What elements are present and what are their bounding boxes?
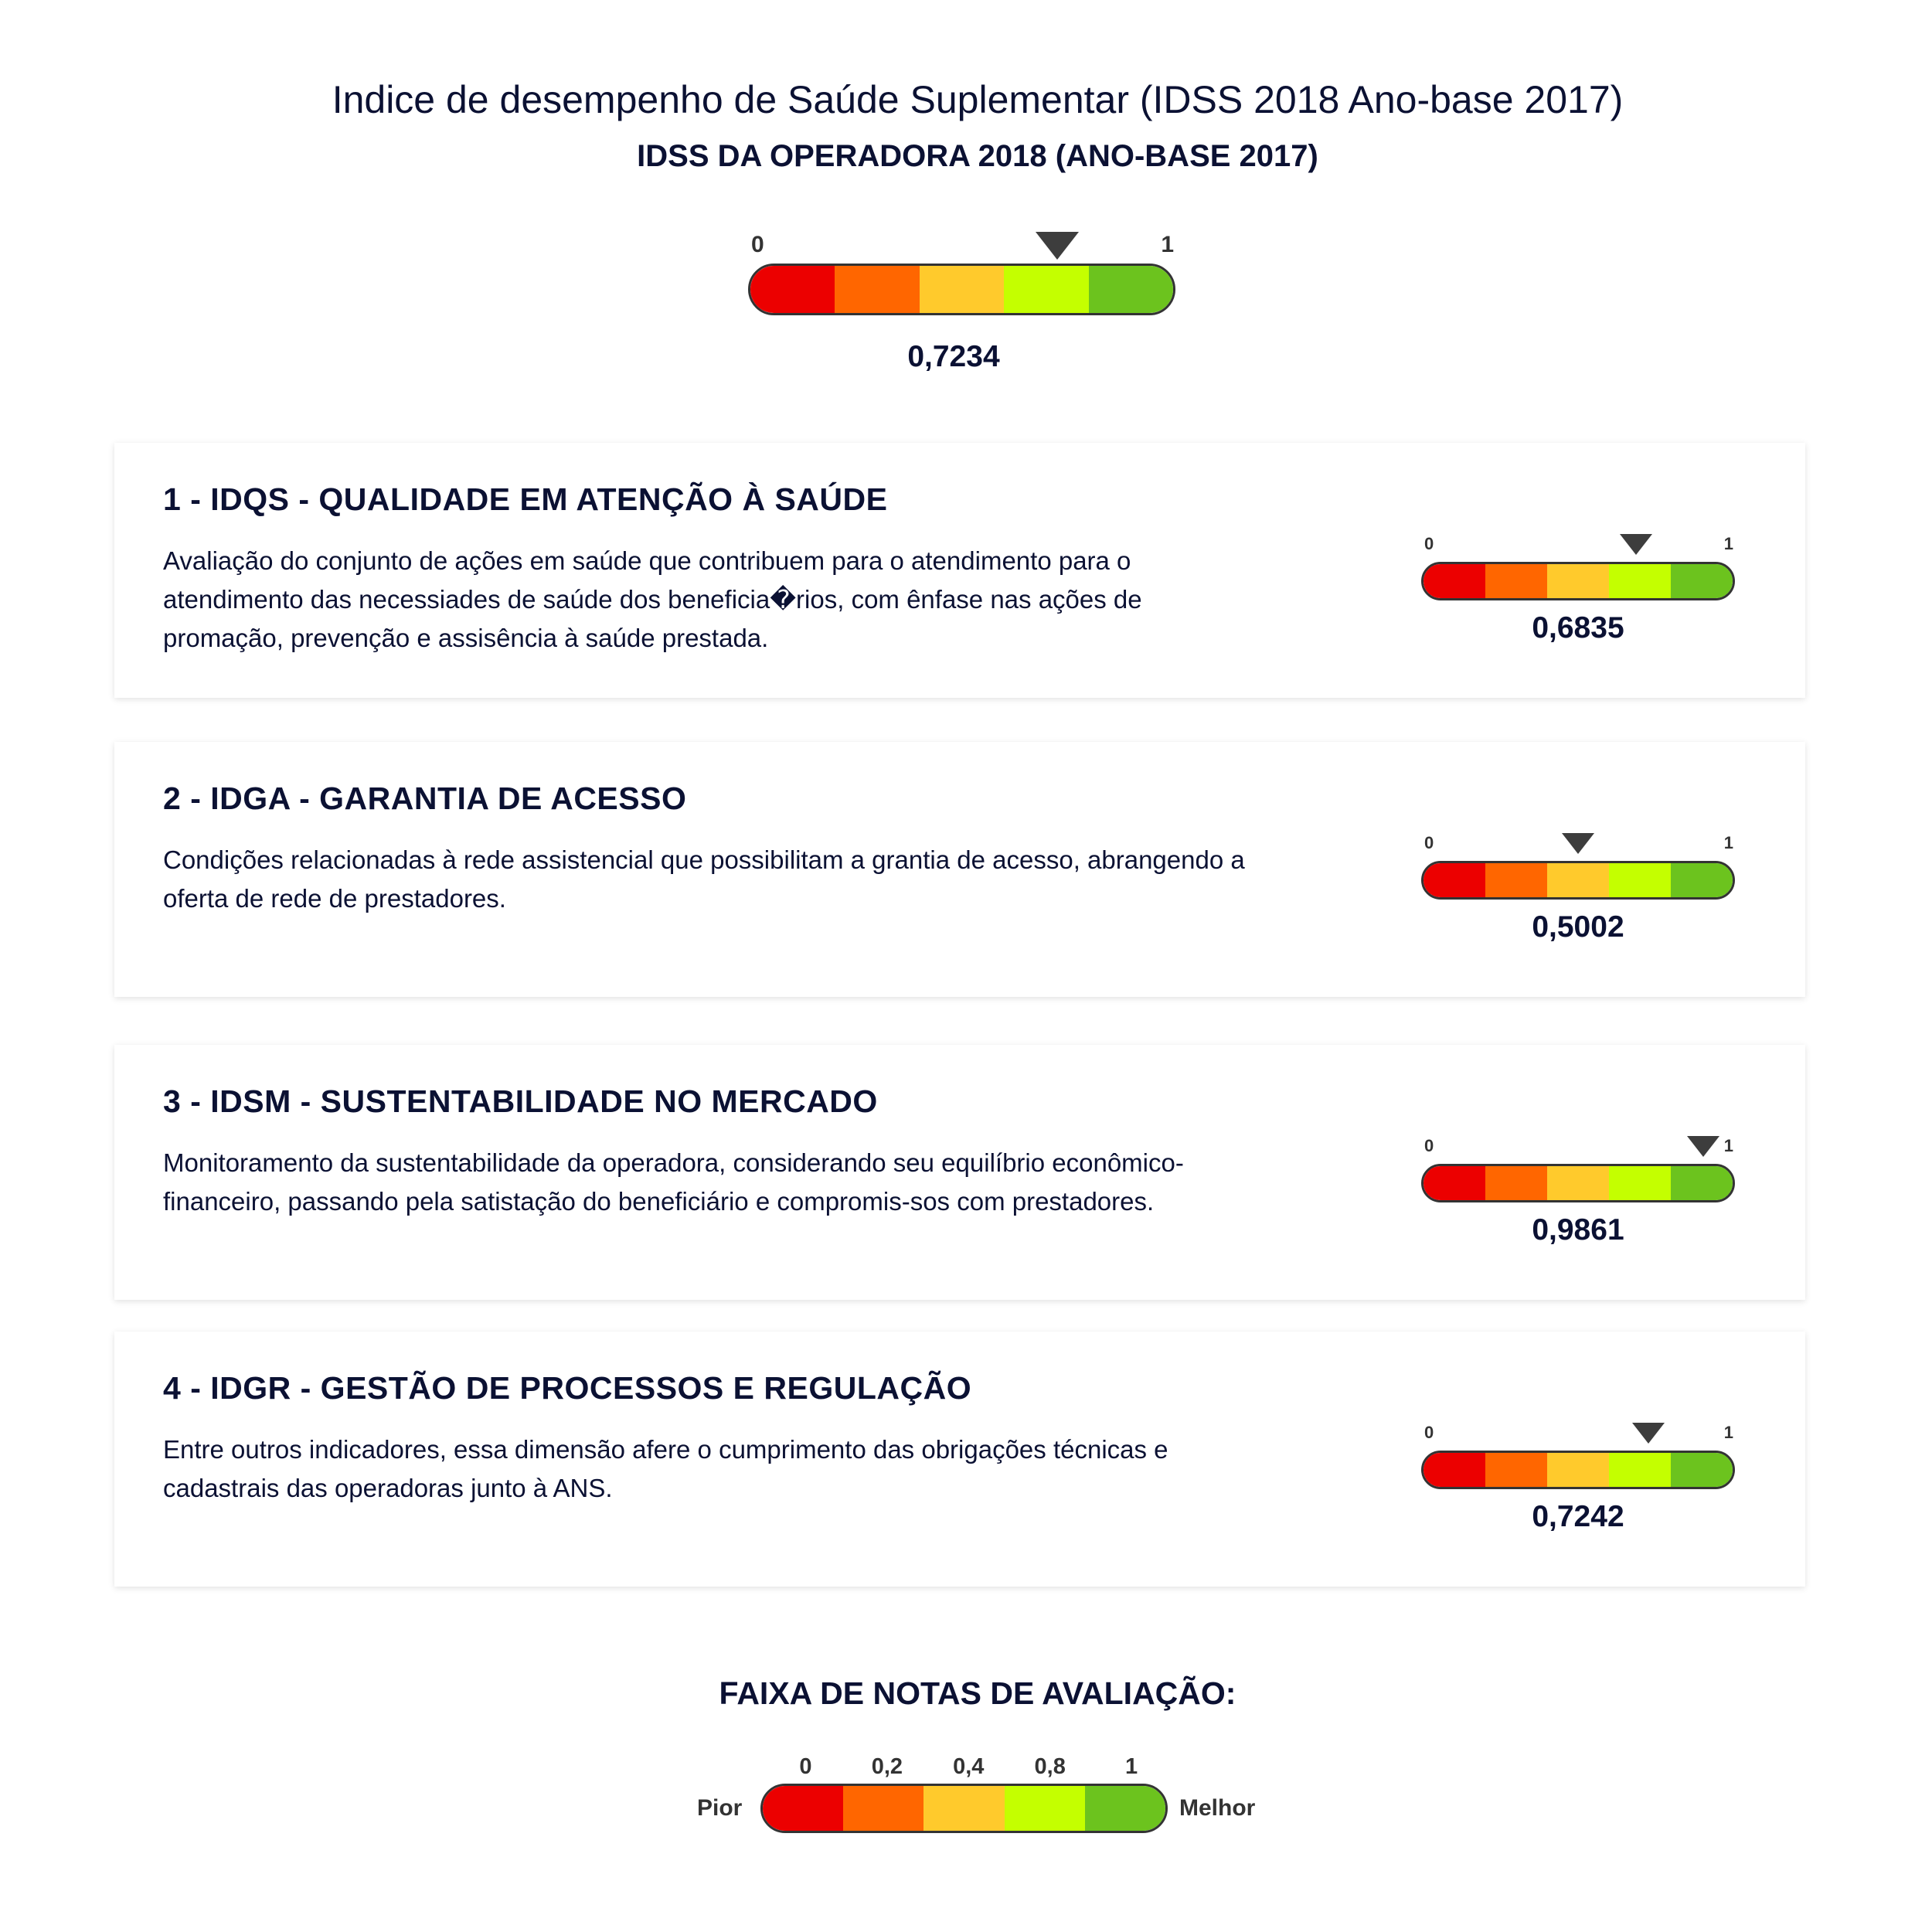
scale-segment — [1004, 1786, 1085, 1831]
scale-min-label: 0 — [751, 232, 764, 257]
dimension-title: 1 - IDQS - QUALIDADE EM ATENÇÃO À SAÚDE — [163, 481, 888, 517]
scale-max-label: 1 — [1723, 833, 1733, 852]
legend-scale: 0 0,2 0,4 0,8 1 — [760, 1754, 1168, 1833]
scale-segment — [1088, 266, 1173, 313]
dimension-card: 3 - IDSM - SUSTENTABILIDADE NO MERCADO M… — [114, 1045, 1805, 1300]
legend-tick-label: 0,4 — [953, 1754, 985, 1779]
scale-segment — [1485, 564, 1547, 598]
overall-value: 0,7234 — [907, 340, 1000, 373]
legend-best-label: Melhor — [1179, 1795, 1256, 1821]
color-scale-bar — [1421, 562, 1735, 600]
scale-segment — [1423, 1166, 1485, 1200]
scale-min-label: 0 — [1424, 1423, 1434, 1442]
color-scale-bar — [748, 264, 1175, 315]
scale-segment — [923, 1786, 1005, 1831]
score-marker-icon — [1562, 833, 1595, 854]
color-scale-bar — [760, 1784, 1168, 1833]
dimension-description: Entre outros indicadores, essa dimensão … — [163, 1435, 1168, 1502]
scale-segment — [1547, 1453, 1609, 1487]
scale-segment — [763, 1786, 844, 1831]
dimension-title: 4 - IDGR - GESTÃO DE PROCESSOS E REGULAÇ… — [163, 1370, 972, 1406]
dimension-card: 1 - IDQS - QUALIDADE EM ATENÇÃO À SAÚDE … — [114, 443, 1805, 698]
color-scale-bar — [1421, 1451, 1735, 1489]
scale-segment — [1609, 863, 1671, 897]
dimension-description: Condições relacionadas à rede assistenci… — [163, 845, 1245, 913]
score-marker-icon — [1619, 534, 1652, 555]
dimension-card: 2 - IDGA - GARANTIA DE ACESSO Condições … — [114, 742, 1805, 997]
legend-tick-label: 0,8 — [1034, 1754, 1066, 1779]
legend-tick-label: 1 — [1125, 1754, 1138, 1779]
scale-segment — [919, 266, 1005, 313]
scale-max-label: 1 — [1723, 1423, 1733, 1442]
dimension-card: 4 - IDGR - GESTÃO DE PROCESSOS E REGULAÇ… — [114, 1332, 1805, 1587]
scale-segment — [1423, 863, 1485, 897]
scale-segment — [1084, 1786, 1165, 1831]
scale-min-label: 0 — [1424, 534, 1434, 553]
dimension-value: 0,6835 — [1532, 611, 1624, 645]
scale-segment — [1547, 863, 1609, 897]
scale-max-label: 1 — [1161, 232, 1174, 257]
dimension-title: 2 - IDGA - GARANTIA DE ACESSO — [163, 781, 687, 816]
score-marker-icon — [1632, 1423, 1665, 1444]
score-marker-icon — [1687, 1136, 1719, 1157]
scale-segment — [1485, 863, 1547, 897]
legend-worst-label: Pior — [697, 1795, 743, 1821]
scale-segment — [1671, 1166, 1733, 1200]
scale-min-label: 0 — [1424, 1136, 1434, 1155]
score-marker-icon — [1036, 232, 1080, 260]
scale-segment — [1547, 564, 1609, 598]
scale-segment — [1485, 1166, 1547, 1200]
dimension-description: Avaliação do conjunto de ações em saúde … — [163, 546, 1142, 652]
page-subtitle: IDSS DA OPERADORA 2018 (ANO-BASE 2017) — [637, 139, 1318, 173]
scale-segment — [1609, 1453, 1671, 1487]
scale-segment — [1547, 1166, 1609, 1200]
scale-max-label: 1 — [1723, 1136, 1733, 1155]
legend-tick-label: 0,2 — [871, 1754, 903, 1779]
scale-segment — [1671, 564, 1733, 598]
scale-segment — [1485, 1453, 1547, 1487]
dimension-value: 0,5002 — [1532, 910, 1624, 944]
scale-segment — [835, 266, 920, 313]
scale-max-label: 1 — [1723, 534, 1733, 553]
legend-tick-label: 0 — [799, 1754, 812, 1779]
scale-segment — [1671, 863, 1733, 897]
dimension-description: Monitoramento da sustentabilidade da ope… — [163, 1148, 1184, 1216]
scale-segment — [843, 1786, 924, 1831]
dimension-value: 0,9861 — [1532, 1213, 1624, 1247]
scale-segment — [750, 266, 835, 313]
dimension-value: 0,7242 — [1532, 1500, 1624, 1533]
scale-min-label: 0 — [1424, 833, 1434, 852]
scale-segment — [1671, 1453, 1733, 1487]
dimension-title: 3 - IDSM - SUSTENTABILIDADE NO MERCADO — [163, 1083, 878, 1119]
scale-segment — [1423, 564, 1485, 598]
page-title: Indice de desempenho de Saúde Suplementa… — [332, 78, 1624, 121]
scale-segment — [1004, 266, 1089, 313]
color-scale-bar — [1421, 861, 1735, 900]
scale-segment — [1609, 1166, 1671, 1200]
scale-segment — [1423, 1453, 1485, 1487]
color-scale-bar — [1421, 1164, 1735, 1202]
legend-title: FAIXA DE NOTAS DE AVALIAÇÃO: — [719, 1675, 1236, 1711]
scale-segment — [1609, 564, 1671, 598]
